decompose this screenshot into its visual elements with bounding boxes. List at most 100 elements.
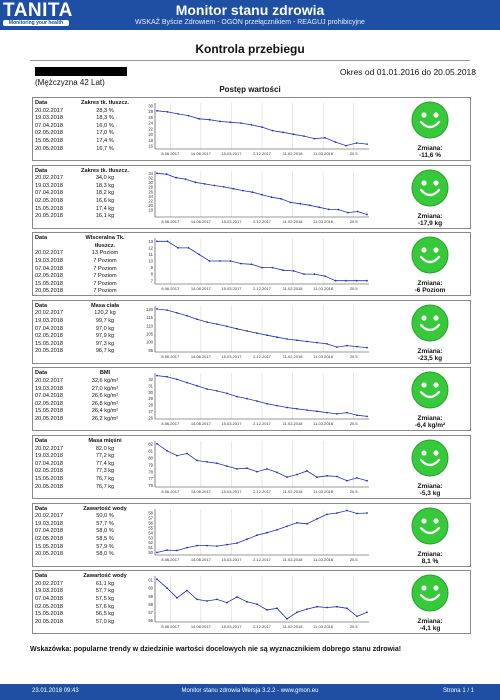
series-point [176, 549, 178, 551]
series-point [198, 253, 200, 256]
change-label: Zmiana: [417, 347, 443, 355]
series-point [296, 339, 298, 341]
series-point [236, 468, 238, 470]
row-value: 50,0 % [96, 513, 114, 520]
y-tick-label: 13 [148, 239, 153, 244]
y-tick-label: 50 [148, 550, 153, 555]
table-row: 02.05.2018 97,9 kg [35, 333, 137, 341]
column-header-value: Wisceralna Tk. tłuszcz. [85, 235, 125, 249]
x-tick-label: 8.06.2017 [161, 557, 180, 562]
series-point [346, 509, 348, 511]
table-header: Data Wisceralna Tk. tłuszcz. [35, 235, 137, 250]
series-point [296, 408, 298, 411]
row-date: 15.05.2018 [35, 280, 63, 287]
table-row: 02.05.2018 7 Poziom [35, 273, 137, 281]
change-label: Zmiana: [417, 483, 443, 490]
series-point [156, 109, 158, 112]
series-point [346, 412, 348, 414]
series-point [236, 327, 238, 330]
series-point [256, 470, 258, 473]
series-point [271, 266, 274, 269]
table-row: 19.03.2018 77,2 kg [35, 453, 137, 461]
table-header: Data BMI [35, 370, 137, 378]
metric-table: Data Zawartość wody 20.02.2017 61,1 kg 19.03… [35, 573, 137, 626]
series-point [296, 611, 298, 614]
series-point [226, 543, 228, 546]
y-tick-label: 32 [148, 175, 153, 180]
table-row: 20.02.2017 50,0 % [35, 513, 137, 521]
series-point [216, 462, 218, 465]
series-point [306, 409, 308, 412]
row-value: 16,1 kg [95, 213, 115, 220]
change-label: Zmiana: [417, 618, 443, 626]
series-point [236, 396, 238, 398]
app-subtitle: WSKAŹ Byście Zdrowiem - OGÓN przełącznik… [135, 19, 365, 26]
y-tick-label: 29 [148, 397, 153, 402]
y-tick-label: 82 [148, 441, 153, 446]
y-tick-label: 78 [148, 469, 153, 474]
y-tick-label: 26 [148, 189, 153, 194]
series-point [271, 129, 274, 132]
row-date: 20.02.2017 [35, 513, 63, 520]
row-date: 20.05.2018 [35, 145, 63, 152]
series-point [296, 473, 298, 476]
series-point [219, 120, 221, 123]
y-tick-label: 34 [148, 170, 153, 175]
footer-version: Monitor stanu zdrowia Wersja 3.2.2 - www… [181, 688, 319, 694]
row-value: 7 Poziom [93, 288, 117, 295]
change-value: -11,6 % [418, 152, 442, 159]
x-tick-label: 11.02.2018 [283, 151, 303, 156]
series-point [166, 449, 168, 452]
status-block: Zmiana: -5,3 kg [390, 439, 470, 497]
row-value: 28,3 % [96, 107, 114, 114]
series-point [256, 533, 258, 536]
table-row: 20.02.2017 32,6 kg/m² [35, 378, 137, 386]
series-point [156, 551, 158, 553]
series-point [334, 141, 337, 143]
row-date: 20.05.2018 [35, 348, 63, 355]
series-point [355, 279, 358, 282]
row-date: 20.05.2018 [35, 213, 63, 220]
series-point [270, 195, 273, 198]
table-row: 02.05.2018 58,5 % [35, 536, 137, 544]
column-header-value: Zakres tk. tłuszcz. [81, 167, 129, 174]
series-point [229, 260, 232, 263]
row-date: 15.05.2018 [35, 611, 63, 618]
row-value: 16,7 % [96, 145, 114, 152]
column-header-date: Data [35, 505, 48, 512]
series-point [219, 260, 221, 263]
series-line [156, 579, 368, 620]
status-block: Zmiana: -4,1 kg [390, 574, 470, 632]
row-date: 15.05.2018 [35, 408, 63, 415]
row-value: 57,0 kg [95, 618, 115, 625]
row-value: 17,4 % [96, 137, 114, 144]
row-date: 07.04.2018 [35, 528, 63, 535]
series-point [166, 376, 168, 379]
table-row: 20.02.2017 28,3 % [35, 108, 137, 116]
row-value: 18,3 % [96, 115, 114, 122]
series-point [326, 474, 328, 477]
row-value: 57,9 % [96, 543, 114, 550]
series-point [313, 273, 316, 276]
series-point [246, 601, 248, 603]
series-point [303, 273, 305, 276]
y-tick-label: 10 [148, 259, 153, 264]
x-tick-label: 8.06.2017 [161, 151, 180, 156]
row-date: 20.02.2017 [35, 175, 63, 182]
metric-table: Data Wisceralna Tk. tłuszcz. 20.02.2017 13 … [35, 235, 137, 296]
row-date: 07.04.2018 [35, 595, 63, 602]
x-tick-label: 11.02.2018 [283, 286, 303, 291]
series-point [186, 546, 188, 549]
column-header-date: Data [35, 100, 48, 106]
y-tick-label: 24 [148, 193, 153, 198]
series-point [226, 325, 228, 328]
series-point [366, 346, 368, 349]
y-tick-label: 18 [148, 207, 153, 212]
row-value: 7 Poziom [93, 273, 117, 280]
series-point [177, 113, 179, 115]
row-date: 20.05.2018 [35, 288, 63, 295]
series-point [156, 240, 158, 243]
series-point [316, 517, 318, 520]
series-point [256, 331, 258, 334]
